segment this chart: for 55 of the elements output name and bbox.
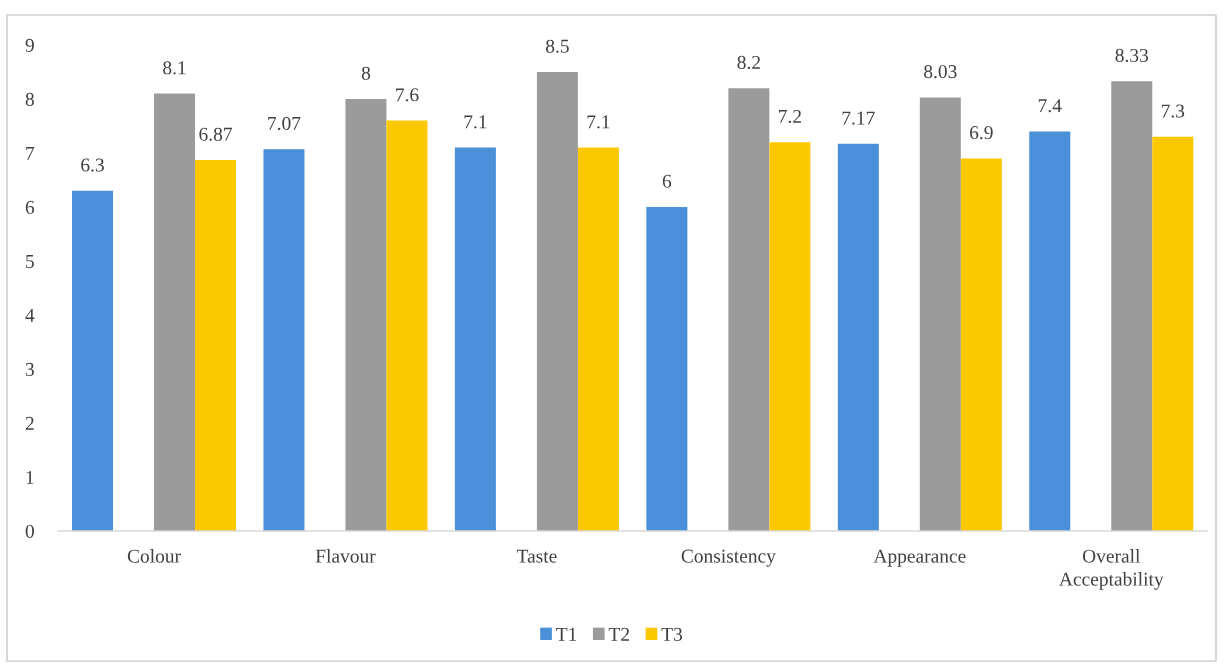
bar — [263, 149, 305, 531]
bar — [536, 72, 578, 531]
y-tick-label: 2 — [25, 416, 34, 430]
bar — [646, 207, 688, 531]
y-tick-label: 6 — [25, 200, 35, 214]
y-tick-label: 3 — [25, 362, 34, 376]
x-tick-label: Colour — [127, 549, 181, 563]
data-label: 8.5 — [546, 39, 569, 53]
bar — [1111, 81, 1153, 531]
bar — [837, 143, 879, 531]
bar — [769, 142, 811, 531]
data-label: 6.87 — [199, 127, 232, 141]
bar — [960, 158, 1002, 531]
bar — [577, 147, 619, 531]
bar — [386, 120, 428, 531]
data-label: 6 — [662, 174, 672, 188]
bar — [728, 88, 770, 531]
y-tick-label: 7 — [26, 147, 35, 160]
legend-label: T1 — [556, 627, 577, 641]
data-label: 8 — [361, 66, 371, 80]
x-tick-label: Overall Acceptability — [1059, 549, 1164, 590]
legend-label: T2 — [608, 627, 630, 641]
data-label: 6.3 — [81, 158, 104, 172]
data-label: 7.1 — [464, 115, 487, 129]
bar — [454, 147, 496, 531]
y-tick-label: 0 — [25, 524, 34, 538]
y-tick-label: 4 — [25, 308, 35, 322]
bar — [1152, 136, 1194, 531]
y-tick-label: 8 — [25, 92, 34, 106]
data-label: 8.1 — [163, 61, 186, 75]
y-tick-label: 5 — [26, 255, 34, 268]
legend-label: T3 — [661, 627, 683, 641]
bar — [195, 160, 237, 531]
x-tick-label: Taste — [516, 549, 557, 563]
data-label: 7.4 — [1038, 99, 1062, 113]
data-label: 7.07 — [268, 116, 301, 131]
data-label: 8.2 — [737, 55, 760, 70]
data-label: 8.33 — [1115, 48, 1149, 63]
x-tick-label: Flavour — [315, 549, 376, 563]
data-label: 6.9 — [970, 126, 993, 140]
bar — [345, 99, 387, 531]
bar — [154, 93, 196, 531]
data-label: 7.3 — [1161, 104, 1185, 118]
bar — [72, 190, 114, 531]
bar — [1029, 131, 1071, 531]
bar — [919, 97, 961, 531]
x-tick-label: Appearance — [873, 549, 966, 567]
data-label: 7.1 — [587, 115, 610, 129]
data-label: 7.17 — [842, 111, 875, 125]
y-tick-label: 1 — [26, 470, 34, 484]
x-tick-label: Consistency — [681, 549, 776, 567]
data-label: 8.03 — [924, 65, 957, 79]
y-tick-label: 9 — [25, 38, 34, 52]
data-label: 7.6 — [396, 88, 419, 102]
data-label: 7.2 — [779, 109, 801, 124]
